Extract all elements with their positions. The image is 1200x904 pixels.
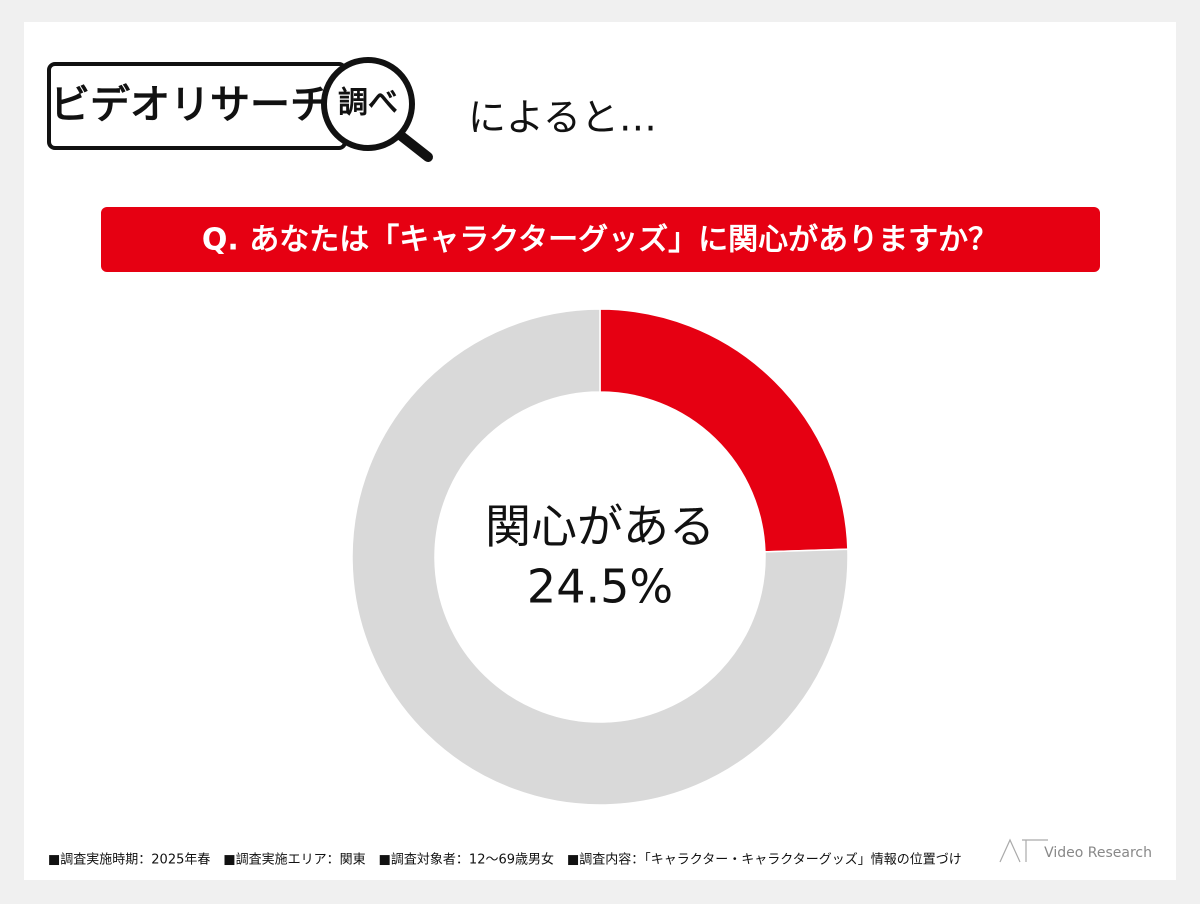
donut-slice [351, 308, 849, 806]
magnifier-handle [395, 130, 433, 162]
chart-title: Q. あなたは「キャラクターグッズ」に関心がありますか？ [202, 223, 998, 258]
question-bar [101, 207, 1100, 272]
donut-slice [599, 308, 849, 553]
logo-text: ビデオリサーチ [50, 82, 330, 128]
center-value: 24.5% [527, 560, 673, 614]
header-suffix: によると… [468, 96, 657, 140]
center-label: 関心がある [485, 500, 715, 554]
donut [351, 308, 849, 806]
logo-mark: 調べ [338, 86, 398, 121]
brand: Video Research [1044, 845, 1152, 861]
magnifier [321, 57, 415, 151]
footnote: ■調査実施時期：2025年春 ■調査実施エリア：関東 ■調査対象者：12～69歳… [48, 852, 962, 868]
brand-logo [999, 838, 1048, 863]
